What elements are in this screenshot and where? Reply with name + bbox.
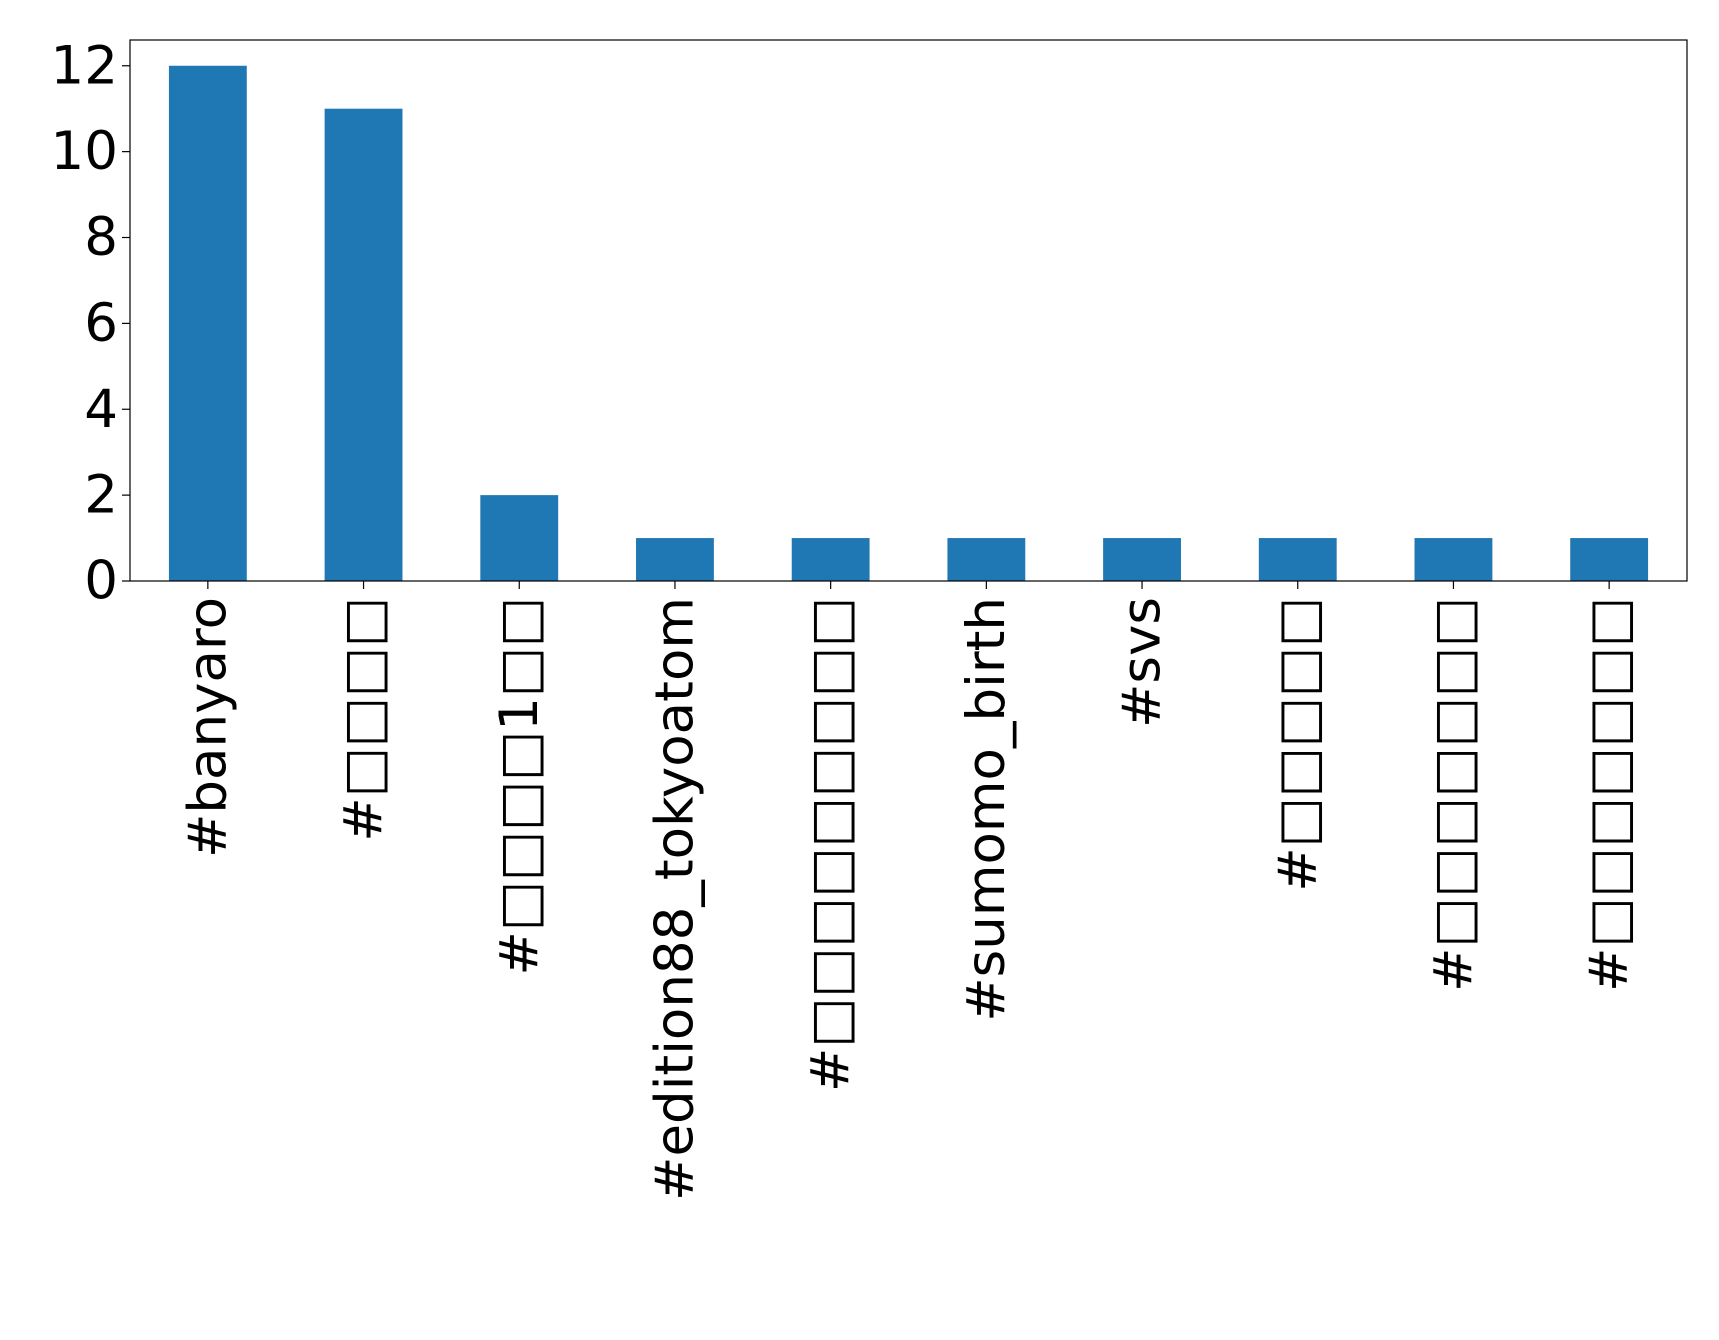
plot-frame [129,39,1688,582]
bar [1258,538,1337,581]
x-tick-label: #□□□□□□□ [1579,597,1640,992]
y-tick-label: 2 [84,465,118,526]
y-tick-label: 0 [84,551,118,612]
bar [480,495,559,581]
y-tick-label: 4 [84,379,118,440]
bar [324,108,403,581]
x-tick-label: #□□□□ [333,597,394,842]
y-tick-label: 6 [84,293,118,354]
x-tick-label: #banyaro [177,597,238,858]
x-tick-label: #edition88_tokyoatom [644,597,705,1201]
bar [947,538,1026,581]
bar [791,538,870,581]
bar [636,538,714,581]
x-tick-label: #svs [1112,597,1173,728]
x-tick-label: #□□□□1□□ [489,597,550,976]
bar [1570,538,1649,581]
x-tick-label: #□□□□□□□□□ [800,597,861,1092]
bar [1103,538,1181,581]
x-tick-label: #□□□□□□□ [1423,597,1484,992]
bar [168,65,247,581]
x-tick-label: #□□□□□ [1267,597,1328,892]
y-tick-label: 8 [84,207,118,268]
x-tick-label: #sumomo_birth [956,597,1017,1022]
y-tick-label: 10 [51,121,118,182]
bar [1414,538,1493,581]
y-tick-label: 12 [51,35,118,96]
